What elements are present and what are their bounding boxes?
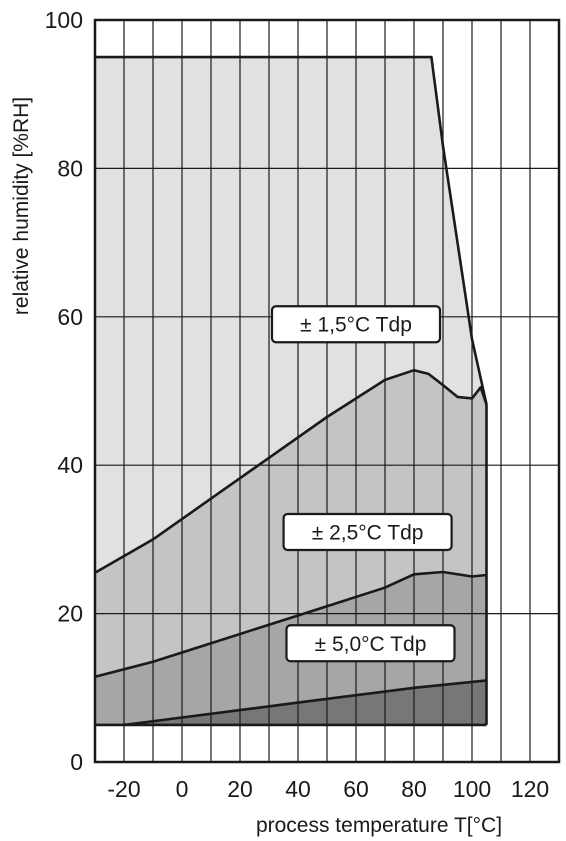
x-tick-label: 0 — [176, 776, 189, 802]
y-tick-label: 20 — [57, 601, 83, 627]
region-labels: ± 1,5°C Tdp ± 2,5°C Tdp ± 5,0°C Tdp — [270, 305, 456, 663]
region-label-text: ± 2,5°C Tdp — [312, 521, 424, 544]
x-tick-label: 60 — [343, 776, 369, 802]
y-tick-label: 40 — [57, 452, 83, 478]
y-tick-label: 80 — [57, 155, 83, 181]
plot-frame — [93, 18, 561, 764]
curve-5-0-upper — [94, 570, 487, 678]
y-tick-labels: 0 20 40 60 80 100 — [45, 7, 83, 775]
y-tick-label: 60 — [57, 304, 83, 330]
region-label-2: ± 5,0°C Tdp — [285, 624, 456, 663]
x-axis-title: process temperature T[°C] — [256, 814, 502, 837]
region-label-box — [270, 305, 442, 344]
x-tick-labels: -20 0 20 40 60 80 100 120 — [107, 776, 549, 802]
x-tick-label: 120 — [511, 776, 549, 802]
x-tick-label: 40 — [285, 776, 311, 802]
region-label-text: ± 5,0°C Tdp — [315, 633, 427, 656]
region-label-text: ± 1,5°C Tdp — [300, 314, 412, 337]
curve-dark-upper — [123, 679, 487, 727]
y-tick-label: 0 — [70, 749, 83, 775]
region-label-box — [282, 512, 453, 552]
y-tick-label: 100 — [45, 7, 83, 33]
curve-1-5-upper — [95, 55, 488, 405]
region-label-1: ± 2,5°C Tdp — [282, 512, 453, 552]
region-label-0: ± 1,5°C Tdp — [270, 305, 442, 344]
curve-2-5-upper — [94, 368, 488, 574]
x-tick-label: -20 — [107, 776, 140, 802]
x-tick-label: 20 — [227, 776, 253, 802]
region-label-box — [285, 624, 456, 663]
boundary-curves — [94, 55, 488, 727]
x-tick-label: 100 — [453, 776, 491, 802]
x-tick-label: 80 — [401, 776, 427, 802]
y-axis-title: relative humidity [%RH] — [10, 97, 33, 315]
